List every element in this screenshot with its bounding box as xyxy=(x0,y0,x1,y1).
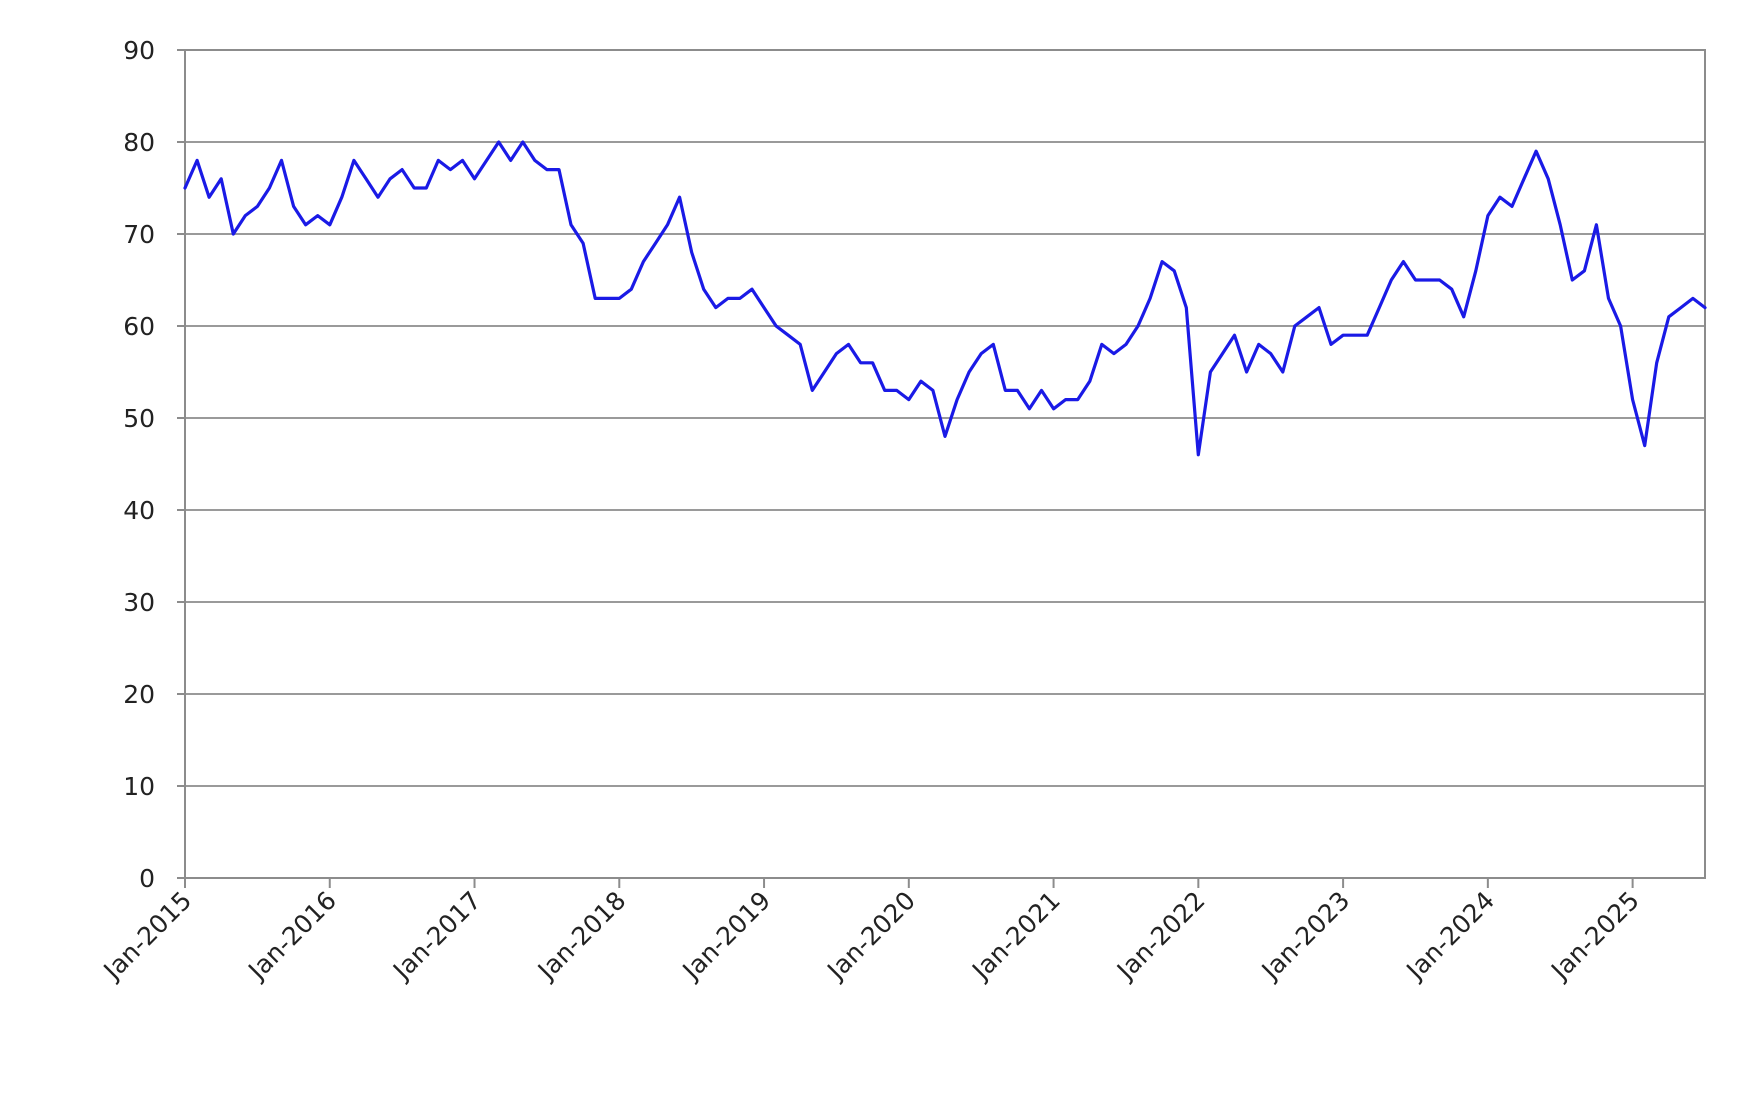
x-tick-label: Jan-2024 xyxy=(1400,886,1501,987)
x-tick-label: Jan-2021 xyxy=(965,886,1066,987)
x-tick-label: Jan-2017 xyxy=(386,886,487,987)
series-layer xyxy=(183,140,1707,457)
x-tick-label: Jan-2025 xyxy=(1544,886,1645,987)
y-tick-label: 0 xyxy=(139,864,155,893)
y-tick-label: 50 xyxy=(123,404,155,433)
y-tick-label: 70 xyxy=(123,220,155,249)
y-tick-label: 10 xyxy=(123,772,155,801)
plot-area-frame xyxy=(184,49,1706,879)
x-tick-label: Jan-2016 xyxy=(241,886,342,987)
y-axis-tick-labels: 0 10 20 30 40 50 60 70 80 90 xyxy=(123,36,155,893)
series-line-0 xyxy=(183,140,1707,457)
y-tick-label: 90 xyxy=(123,36,155,65)
x-tick-label: Jan-2019 xyxy=(676,886,777,987)
y-tick-label: 20 xyxy=(123,680,155,709)
x-tick-label: Jan-2015 xyxy=(97,886,198,987)
y-tick-label: 80 xyxy=(123,128,155,157)
x-tick-label: Jan-2020 xyxy=(821,886,922,987)
y-tick-label: 40 xyxy=(123,496,155,525)
x-tick-label: Jan-2023 xyxy=(1255,886,1356,987)
y-tick-label: 60 xyxy=(123,312,155,341)
x-tick-label: Jan-2022 xyxy=(1110,886,1211,987)
x-axis-tick-labels: Jan-2015 Jan-2016 Jan-2017 Jan-2018 Jan-2019… xyxy=(97,886,1645,987)
y-tick-label: 30 xyxy=(123,588,155,617)
x-tick-label: Jan-2018 xyxy=(531,886,632,987)
